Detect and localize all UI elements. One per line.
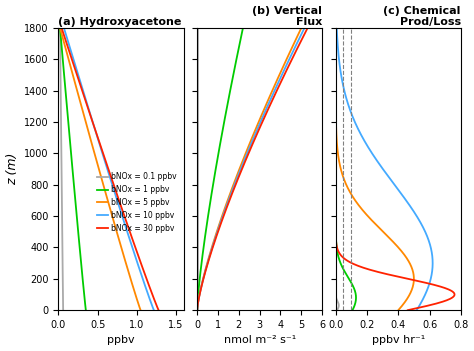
X-axis label: ppbv: ppbv — [107, 336, 135, 345]
Legend: bNOx = 0.1 ppbv, bNOx = 1 ppbv, bNOx = 5 ppbv, bNOx = 10 ppbv, bNOx = 30 ppbv: bNOx = 0.1 ppbv, bNOx = 1 ppbv, bNOx = 5… — [93, 170, 180, 236]
Text: (a) Hydroxyacetone: (a) Hydroxyacetone — [58, 17, 182, 27]
Text: (c) Chemical
Prod/Loss: (c) Chemical Prod/Loss — [383, 6, 461, 27]
X-axis label: ppbv hr⁻¹: ppbv hr⁻¹ — [372, 336, 425, 345]
X-axis label: nmol m⁻² s⁻¹: nmol m⁻² s⁻¹ — [224, 336, 296, 345]
Text: (b) Vertical
Flux: (b) Vertical Flux — [252, 6, 322, 27]
Y-axis label: z (m): z (m) — [6, 153, 18, 185]
